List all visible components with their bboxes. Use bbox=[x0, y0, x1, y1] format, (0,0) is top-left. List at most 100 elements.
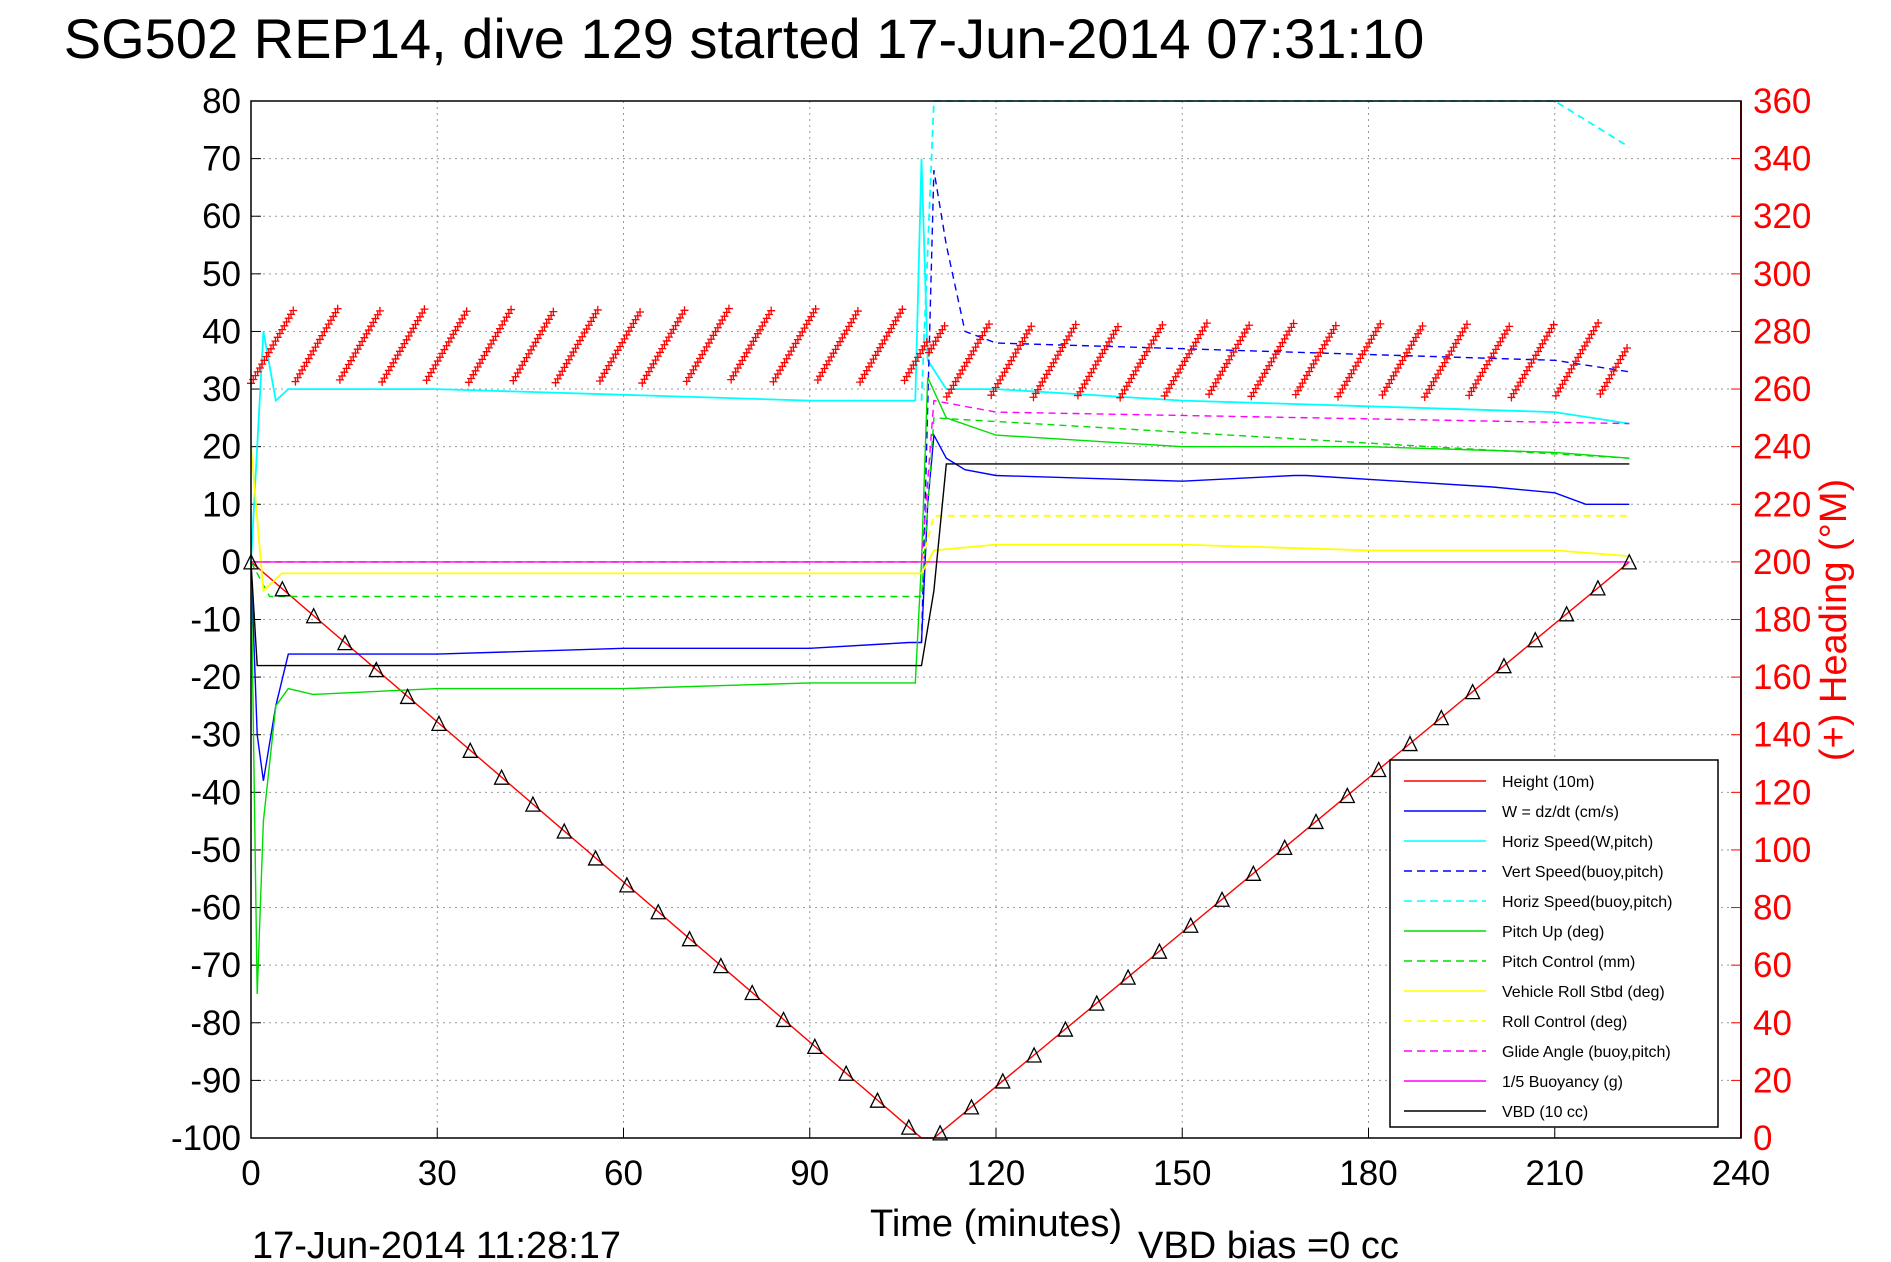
chart-title: SG502 REP14, dive 129 started 17-Jun-201… bbox=[64, 7, 1425, 70]
depth-marker bbox=[1495, 657, 1513, 674]
x-tick-label: 30 bbox=[418, 1154, 457, 1193]
heading-marker bbox=[636, 308, 645, 317]
x-axis-label: Time (minutes) bbox=[870, 1203, 1122, 1245]
y-tick-label: -90 bbox=[190, 1061, 241, 1100]
depth-marker bbox=[587, 849, 604, 866]
heading-marker bbox=[1202, 319, 1211, 328]
legend-label: Horiz Speed(buoy,pitch) bbox=[1502, 894, 1672, 911]
y-right-tick-label: 0 bbox=[1753, 1119, 1772, 1158]
legend-label: W = dz/dt (cm/s) bbox=[1502, 804, 1619, 821]
y-right-tick-label: 360 bbox=[1753, 82, 1811, 121]
depth-marker bbox=[963, 1098, 980, 1115]
heading-markers bbox=[247, 304, 1632, 402]
heading-marker bbox=[767, 306, 776, 315]
depth-marker bbox=[900, 1118, 917, 1135]
depth-marker bbox=[305, 607, 322, 624]
depth-marker bbox=[681, 930, 698, 947]
legend-box bbox=[1389, 759, 1719, 1128]
depth-marker bbox=[556, 822, 573, 839]
depth-marker bbox=[1339, 787, 1356, 804]
depth-markers bbox=[242, 553, 1638, 1141]
y-right-tick-label: 140 bbox=[1753, 716, 1811, 755]
heading-marker bbox=[1505, 322, 1514, 331]
depth-marker bbox=[1182, 916, 1199, 933]
footer-vbd-bias: VBD bias =0 cc bbox=[1138, 1225, 1399, 1262]
y-right-tick-label: 60 bbox=[1753, 946, 1792, 985]
y-tick-labels: 80 70 60 50 40 30 20 10 0 -10 -20 -30 -40 -50 -60 -70 -8… bbox=[171, 82, 241, 1158]
heading-marker bbox=[940, 321, 949, 330]
y-tick-label: -80 bbox=[190, 1004, 241, 1043]
depth-marker bbox=[618, 876, 635, 893]
depth-marker bbox=[1621, 553, 1638, 570]
heading-marker bbox=[1594, 318, 1603, 327]
series-vert-speed-buoy-pitch bbox=[920, 169, 1630, 643]
series-vehicle-roll-stbd-deg bbox=[250, 446, 1630, 593]
heading-marker bbox=[1376, 319, 1385, 328]
y-tick-label: -70 bbox=[190, 946, 241, 985]
x-tick-label: 150 bbox=[1153, 1154, 1211, 1193]
y-tick-label: -100 bbox=[171, 1119, 241, 1158]
depth-marker bbox=[806, 1037, 823, 1054]
y-right-tick-label: 240 bbox=[1753, 428, 1811, 467]
heading-marker bbox=[922, 338, 931, 347]
heading-marker bbox=[333, 304, 342, 313]
heading-marker bbox=[1113, 322, 1122, 331]
depth-marker bbox=[1433, 709, 1450, 726]
legend-label: 1/5 Buoyancy (g) bbox=[1502, 1074, 1623, 1091]
y-right-tick-label: 200 bbox=[1753, 543, 1811, 582]
depth-marker bbox=[775, 1010, 792, 1028]
depth-marker bbox=[1026, 1046, 1043, 1063]
y-right-tick-label: 320 bbox=[1753, 197, 1811, 236]
y-right-tick-label: 280 bbox=[1753, 312, 1811, 351]
y-tick-label: -30 bbox=[190, 716, 241, 755]
depth-marker bbox=[744, 984, 761, 1001]
series-glide-angle-buoy-pitch bbox=[251, 399, 1630, 563]
y-tick-label: -10 bbox=[190, 601, 241, 640]
y-right-tick-label: 340 bbox=[1753, 140, 1811, 179]
heading-marker bbox=[898, 305, 907, 314]
depth-marker bbox=[1213, 890, 1231, 907]
depth-marker bbox=[430, 714, 447, 732]
heading-marker bbox=[1462, 320, 1471, 329]
y-right-tick-label: 180 bbox=[1753, 601, 1811, 640]
y-tick-label: 10 bbox=[202, 485, 241, 524]
y-right-tick-label: 40 bbox=[1753, 1004, 1792, 1043]
x-tick-label: 90 bbox=[790, 1154, 829, 1193]
depth-marker bbox=[1589, 579, 1606, 596]
heading-marker bbox=[507, 305, 516, 314]
legend-label: Horiz Speed(W,pitch) bbox=[1502, 834, 1653, 851]
y-tick-label: -50 bbox=[190, 831, 241, 870]
y-tick-label: 50 bbox=[202, 255, 241, 294]
y-right-tick-label: 120 bbox=[1753, 773, 1811, 812]
y-right-axis-label: (+) Heading (°M) bbox=[1813, 479, 1855, 761]
y-tick-label: 0 bbox=[222, 543, 241, 582]
depth-marker bbox=[1527, 631, 1544, 648]
y-tick-label: -20 bbox=[190, 658, 241, 697]
x-tick-label: 120 bbox=[967, 1154, 1025, 1193]
x-tick-label: 240 bbox=[1712, 1154, 1770, 1193]
depth-marker bbox=[1558, 605, 1575, 622]
heading-marker bbox=[375, 306, 384, 315]
legend-label: Vehicle Roll Stbd (deg) bbox=[1502, 984, 1665, 1001]
depth-marker bbox=[524, 795, 541, 812]
y-tick-label: 70 bbox=[202, 140, 241, 179]
depth-marker bbox=[1151, 942, 1168, 959]
depth-marker bbox=[994, 1072, 1011, 1089]
y-right-tick-label: 220 bbox=[1753, 485, 1811, 524]
y-right-tick-label: 100 bbox=[1753, 831, 1811, 870]
y-right-tick-label: 300 bbox=[1753, 255, 1811, 294]
heading-marker bbox=[1549, 320, 1558, 329]
heading-marker bbox=[1245, 321, 1254, 330]
depth-marker bbox=[838, 1064, 855, 1081]
heading-marker bbox=[1071, 320, 1080, 329]
y-tick-label: -60 bbox=[190, 889, 241, 928]
heading-marker bbox=[462, 307, 471, 316]
depth-marker bbox=[1088, 994, 1105, 1011]
y-tick-label: 80 bbox=[202, 82, 241, 121]
depth-marker bbox=[932, 1124, 949, 1141]
depth-marker bbox=[1057, 1020, 1074, 1037]
depth-marker bbox=[274, 580, 291, 597]
depth-marker bbox=[650, 903, 667, 920]
heading-marker bbox=[1027, 322, 1036, 331]
